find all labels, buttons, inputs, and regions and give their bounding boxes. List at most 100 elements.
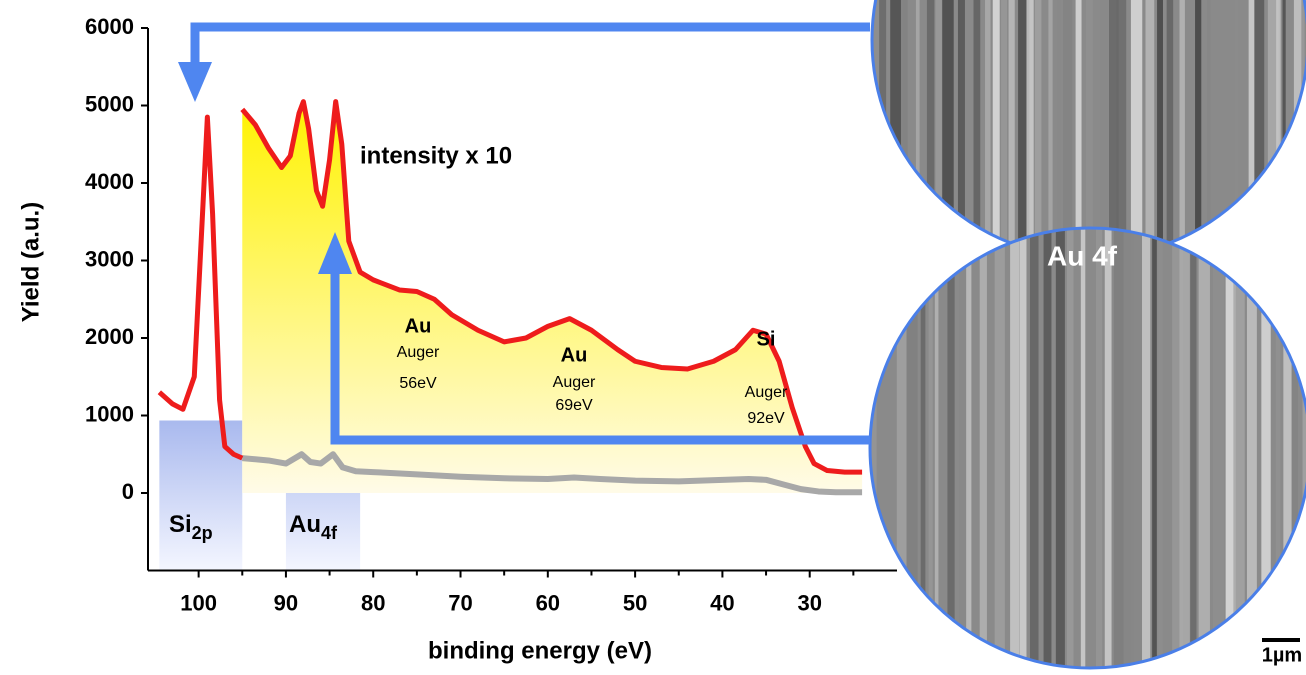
x-tick-label: 70 — [448, 590, 472, 615]
x-tick-label: 40 — [710, 590, 734, 615]
stripe — [1116, 0, 1126, 258]
annotation: Auger — [397, 344, 440, 361]
stripe — [1026, 0, 1033, 258]
stripe — [1283, 0, 1286, 258]
stripe — [1303, 228, 1306, 668]
stripe — [1081, 228, 1085, 668]
stripe — [1001, 0, 1007, 258]
stripe — [1035, 0, 1042, 258]
stripe — [974, 0, 981, 258]
region — [159, 421, 242, 571]
stripe — [1105, 228, 1112, 668]
stripe — [1199, 228, 1210, 668]
stripe — [1223, 0, 1234, 258]
stripe — [966, 228, 971, 668]
x-tick-label: 60 — [536, 590, 560, 615]
y-tick-label: 2000 — [85, 324, 134, 349]
stripe — [921, 228, 926, 668]
annotation: intensity x 10 — [360, 142, 512, 169]
stripe — [1157, 0, 1163, 258]
stripe — [1096, 228, 1102, 668]
stripe — [902, 0, 908, 258]
stripe — [934, 0, 941, 258]
line — [159, 117, 242, 458]
annotation: Si — [757, 328, 776, 350]
stripe — [1130, 228, 1141, 668]
stripe — [1301, 0, 1304, 258]
stripe — [1179, 228, 1189, 668]
stripe — [1146, 0, 1155, 258]
x-tick-label: 100 — [180, 590, 217, 615]
stripe — [1152, 228, 1157, 668]
annotation: Au — [561, 344, 588, 366]
stripe — [916, 0, 920, 258]
y-tick-label: 5000 — [85, 91, 134, 116]
micrograph — [870, 228, 1306, 668]
annotation: 69eV — [555, 397, 593, 414]
stripe — [1063, 0, 1072, 258]
arrow — [195, 27, 870, 70]
annotation: Auger — [745, 384, 788, 401]
stripe — [1056, 228, 1065, 668]
region-sub: 2p — [192, 523, 213, 543]
stripe — [935, 228, 939, 668]
stripe — [907, 228, 918, 668]
stripe — [897, 228, 907, 668]
region-name: Au — [289, 511, 321, 538]
y-tick-label: 3000 — [85, 246, 134, 271]
stripe — [980, 228, 987, 668]
region-sub: 4f — [321, 523, 338, 543]
stripe — [1195, 0, 1201, 258]
stripe — [1233, 228, 1244, 668]
y-tick-label: 6000 — [85, 14, 134, 39]
stripe — [942, 0, 953, 258]
stripe — [1276, 0, 1281, 258]
stripe — [1100, 0, 1107, 258]
stripe — [1010, 228, 1019, 668]
stripe — [1261, 228, 1270, 668]
stripe — [1044, 228, 1052, 668]
stripe — [1179, 0, 1184, 258]
stripe — [1057, 0, 1061, 258]
stripe — [1255, 0, 1264, 258]
stripe — [1213, 228, 1224, 668]
y-tick-label: 0 — [122, 479, 134, 504]
stripe — [1249, 0, 1254, 258]
region-name: Si — [169, 511, 192, 538]
micrograph — [872, 0, 1306, 258]
y-axis-label: Yield (a.u.) — [17, 202, 44, 322]
stripe — [1292, 228, 1298, 668]
stripe — [1048, 0, 1052, 258]
x-tick-label: 80 — [361, 590, 385, 615]
stripe — [993, 0, 1000, 258]
stripe — [1167, 0, 1174, 258]
stripe — [1131, 0, 1142, 258]
stripe — [1283, 228, 1291, 668]
stripe — [1158, 228, 1162, 668]
stripe — [879, 0, 886, 258]
chart: Si2pAu4f01000200030004000500060001009080… — [0, 0, 1306, 670]
stripe — [947, 228, 954, 668]
x-tick-label: 30 — [797, 590, 821, 615]
stripe — [1114, 228, 1124, 668]
stripe — [1076, 0, 1082, 258]
stripe — [1019, 228, 1026, 668]
stripe — [1009, 0, 1015, 258]
stripe — [995, 228, 1005, 668]
stripe — [1142, 228, 1150, 668]
x-axis-label: binding energy (eV) — [428, 637, 652, 664]
x-tick-label: 50 — [623, 590, 647, 615]
arrow-head — [178, 62, 212, 102]
annotation: 92eV — [747, 410, 785, 427]
stripe — [885, 228, 892, 668]
scale-label: 1µm — [1262, 644, 1302, 666]
stripe — [1030, 228, 1039, 668]
annotation: Auger — [553, 374, 596, 391]
stripe — [985, 0, 991, 258]
stripe — [1207, 0, 1211, 258]
stripe — [1086, 0, 1093, 258]
annotation: 56eV — [399, 375, 437, 392]
x-tick-label: 90 — [274, 590, 298, 615]
stripe — [1067, 228, 1074, 668]
y-tick-label: 1000 — [85, 401, 134, 426]
